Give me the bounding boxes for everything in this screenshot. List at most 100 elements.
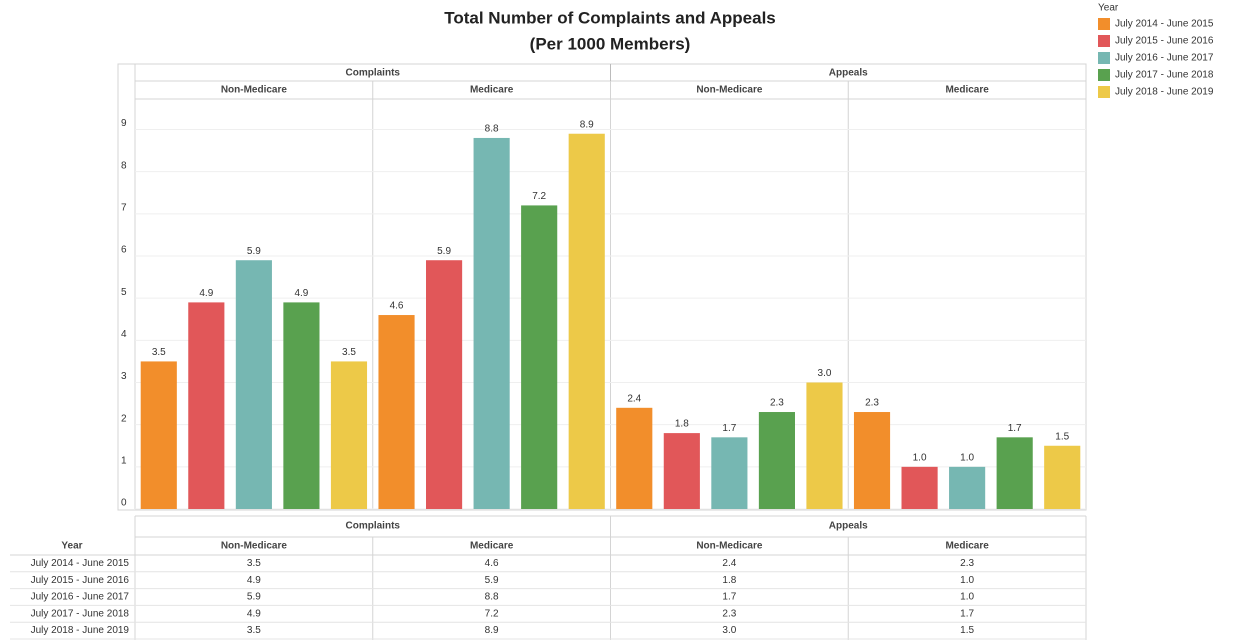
- value-label: 3.5: [342, 347, 356, 358]
- table-row-label: July 2015 - June 2016: [31, 575, 130, 586]
- value-label: 1.7: [722, 423, 736, 434]
- y-tick-label: 1: [121, 455, 127, 466]
- table-row-label: July 2014 - June 2015: [31, 558, 130, 569]
- value-label: 1.5: [1055, 431, 1069, 442]
- value-label: 2.3: [865, 398, 879, 409]
- bar: [949, 466, 986, 509]
- bar: [330, 361, 368, 509]
- table-cell: 4.9: [247, 608, 261, 619]
- y-tick-label: 8: [121, 160, 127, 171]
- category-header: Non-Medicare: [696, 85, 763, 96]
- value-label: 8.8: [485, 124, 499, 135]
- y-tick-label: 3: [121, 371, 127, 382]
- table-cell: 5.9: [485, 575, 499, 586]
- table-subgroup-header: Non-Medicare: [221, 541, 288, 552]
- bar: [473, 137, 510, 509]
- y-tick-label: 9: [121, 118, 127, 129]
- value-label: 2.3: [770, 398, 784, 409]
- table-subgroup-header: Medicare: [945, 541, 989, 552]
- bar: [901, 466, 938, 509]
- legend-swatch: [1098, 69, 1110, 81]
- table-cell: 1.7: [960, 608, 974, 619]
- bar: [568, 133, 605, 509]
- table-cell: 1.5: [960, 625, 974, 636]
- bar: [235, 260, 272, 509]
- table-cell: 3.5: [247, 625, 261, 636]
- table-cell: 8.8: [485, 592, 499, 603]
- category-header: Medicare: [945, 85, 989, 96]
- table-row-label: July 2017 - June 2018: [31, 608, 130, 619]
- legend-label: July 2015 - June 2016: [1115, 36, 1214, 47]
- bar: [378, 315, 415, 509]
- table-cell: 5.9: [247, 592, 261, 603]
- value-label: 4.6: [390, 301, 404, 312]
- value-label: 4.9: [294, 288, 308, 299]
- value-label: 1.8: [675, 419, 689, 430]
- value-label: 1.0: [913, 452, 927, 463]
- value-label: 3.5: [152, 347, 166, 358]
- legend-title: Year: [1098, 3, 1119, 14]
- value-label: 7.2: [532, 191, 546, 202]
- value-label: 5.9: [247, 246, 261, 257]
- plot-frame: [117, 63, 1087, 511]
- table-cell: 4.9: [247, 575, 261, 586]
- bar: [996, 437, 1033, 509]
- bar: [711, 437, 748, 509]
- table-subgroup-header: Non-Medicare: [696, 541, 763, 552]
- table-subgroup-header: Medicare: [470, 541, 514, 552]
- table-cell: 1.7: [722, 592, 736, 603]
- y-tick-label: 0: [121, 498, 127, 509]
- category-header: Medicare: [470, 85, 514, 96]
- table-cell: 8.9: [485, 625, 499, 636]
- table-cell: 1.0: [960, 592, 974, 603]
- legend-label: July 2014 - June 2015: [1115, 19, 1214, 30]
- legend-swatch: [1098, 35, 1110, 47]
- bar: [616, 407, 653, 509]
- table-cell: 1.8: [722, 575, 736, 586]
- value-label: 3.0: [818, 368, 832, 379]
- value-label: 1.7: [1008, 423, 1022, 434]
- table-year-header: Year: [61, 541, 82, 552]
- y-tick-label: 5: [121, 287, 127, 298]
- bar: [1044, 445, 1081, 509]
- y-tick-label: 4: [121, 329, 127, 340]
- y-tick-label: 2: [121, 413, 127, 424]
- chart-subtitle: (Per 1000 Members): [530, 34, 691, 53]
- table-row-label: July 2018 - June 2019: [31, 625, 130, 636]
- table-group-header: Appeals: [829, 521, 868, 532]
- value-label: 2.4: [627, 393, 641, 404]
- value-label: 5.9: [437, 246, 451, 257]
- table-cell: 4.6: [485, 558, 499, 569]
- y-tick-label: 6: [121, 245, 127, 256]
- table-group-header: Complaints: [346, 521, 401, 532]
- table-cell: 2.3: [960, 558, 974, 569]
- bar: [188, 302, 225, 509]
- legend-label: July 2017 - June 2018: [1115, 70, 1214, 81]
- table-cell: 3.5: [247, 558, 261, 569]
- value-label: 8.9: [580, 119, 594, 130]
- table-cell: 2.4: [722, 558, 736, 569]
- chart-title: Total Number of Complaints and Appeals: [444, 8, 776, 27]
- legend-swatch: [1098, 52, 1110, 64]
- legend-swatch: [1098, 86, 1110, 98]
- group-header: Appeals: [829, 68, 868, 79]
- table-row-label: July 2016 - June 2017: [31, 592, 130, 603]
- bar: [806, 382, 843, 509]
- bar: [283, 302, 320, 509]
- bar: [140, 361, 177, 509]
- y-tick-label: 7: [121, 202, 127, 213]
- legend-label: July 2018 - June 2019: [1115, 87, 1214, 98]
- bar: [663, 433, 700, 509]
- bar: [758, 412, 795, 509]
- legend-swatch: [1098, 18, 1110, 30]
- group-header: Complaints: [346, 68, 401, 79]
- value-label: 1.0: [960, 452, 974, 463]
- table-cell: 2.3: [722, 608, 736, 619]
- bar: [426, 260, 463, 509]
- bar: [853, 412, 891, 509]
- table-cell: 7.2: [485, 608, 499, 619]
- bar: [521, 205, 558, 510]
- table-cell: 3.0: [722, 625, 736, 636]
- value-label: 4.9: [199, 288, 213, 299]
